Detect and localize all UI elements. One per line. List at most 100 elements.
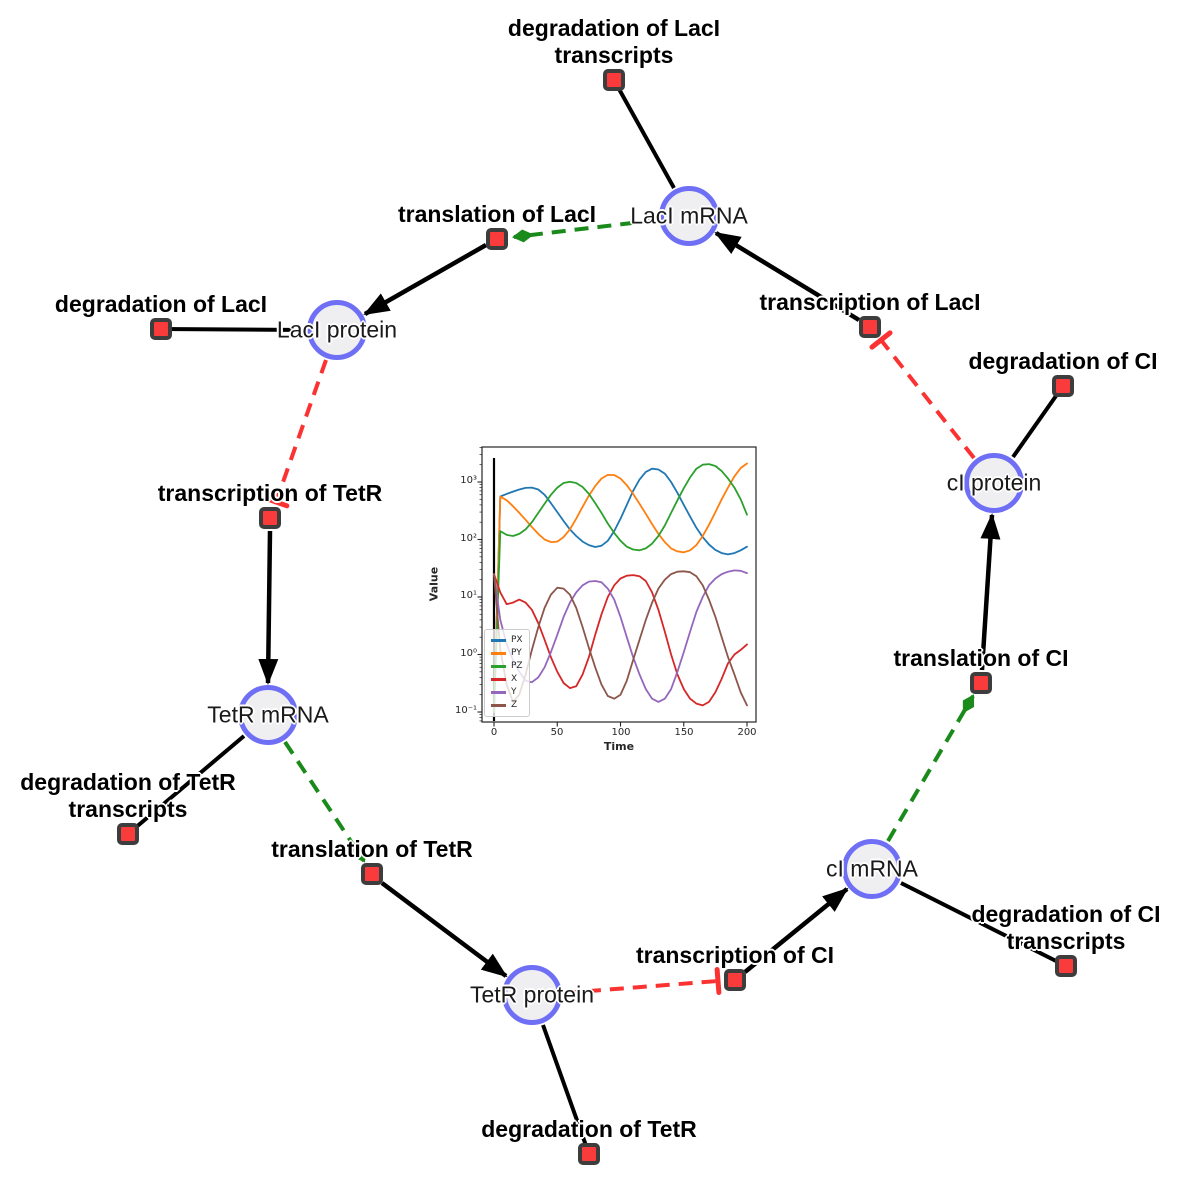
legend-line-swatch — [491, 665, 506, 668]
species-label: TetR protein — [469, 981, 595, 1008]
species-label: TetR mRNA — [207, 701, 329, 728]
legend-label: Z — [511, 700, 518, 710]
reaction-label: transcription of LacI — [759, 288, 981, 315]
edge-ci-mrna-to-degradation-ci-transcripts — [900, 881, 1067, 968]
species-label: cI mRNA — [826, 855, 918, 882]
edge-tetr-mrna-to-translation-tetr — [283, 740, 366, 863]
reaction-label: degradation of CI — [968, 347, 1158, 374]
reaction-node-degradation-laci-transcripts: degradation of LacI transcripts — [508, 15, 720, 91]
legend-item-x: X — [491, 673, 523, 686]
edge-translation-tetr-to-tetr-protein — [380, 881, 508, 978]
chart-series-PX — [493, 467, 748, 713]
edge-transcription-tetr-to-tetr-mrna — [258, 530, 279, 685]
inhibition-edges — [262, 330, 976, 995]
reaction-label: transcription of CI — [635, 941, 835, 968]
x-tick-label: 150 — [674, 727, 694, 738]
y-tick-label: 10³ — [460, 475, 477, 486]
legend-label: X — [511, 674, 518, 684]
inset-chart: 0 50 100 150 200 10⁻¹ 10⁰ 10¹ 10² 10³ Ti… — [425, 438, 770, 768]
edge-tetr-protein-to-degradation-tetr — [541, 1024, 591, 1155]
chart-series-Z — [493, 570, 748, 707]
chart-series-PZ — [493, 463, 748, 713]
reaction-node-degradation-laci: degradation of LacI — [55, 291, 267, 340]
chart-x-axis-label: Time — [603, 740, 635, 753]
species-label: LacI mRNA — [630, 202, 748, 229]
chart-y-axis-label: Value — [427, 566, 441, 602]
reaction-node-degradation-ci: degradation of CI — [968, 348, 1158, 397]
edge-ci-protein-inhibits-transcription-laci — [869, 330, 976, 460]
species-node-laci-mrna: LacI mRNA — [630, 186, 748, 246]
legend-item-y: Y — [491, 686, 523, 699]
chart-series-Y — [493, 569, 748, 703]
reaction-label: degradation of LacI transcripts — [507, 15, 721, 68]
legend-line-swatch — [491, 704, 506, 707]
legend-label: PZ — [511, 661, 523, 671]
chart-curves — [493, 462, 748, 713]
reaction-label: translation of CI — [893, 644, 1069, 671]
reaction-node-translation-laci: translation of LacI — [398, 201, 596, 250]
reaction-node-degradation-ci-transcripts: degradation of CI transcripts — [971, 901, 1161, 977]
chart-legend: PX PY PZ X Y Z — [484, 629, 530, 717]
species-node-laci-protein: LacI protein — [277, 300, 397, 360]
reaction-label: translation of LacI — [397, 200, 597, 227]
edge-transcription-ci-to-ci-mrna — [743, 887, 849, 974]
edge-ci-mrna-to-translation-ci — [886, 694, 975, 843]
edge-translation-laci-to-laci-protein — [363, 243, 488, 316]
x-tick-label: 200 — [737, 727, 757, 738]
species-node-tetr-protein: TetR protein — [470, 965, 594, 1025]
legend-item-pz: PZ — [491, 660, 523, 673]
y-tick-label: 10¹ — [460, 590, 477, 601]
edge-laci-protein-inhibits-transcription-tetr — [262, 359, 328, 509]
legend-line-swatch — [491, 652, 506, 655]
y-tick-label: 10⁰ — [460, 647, 477, 659]
species-node-ci-mrna: cI mRNA — [826, 839, 918, 899]
x-tick-label: 50 — [550, 727, 564, 738]
reaction-node-degradation-tetr-transcripts: degradation of TetR transcripts — [20, 769, 236, 845]
reaction-label: transcription of TetR — [157, 479, 383, 506]
legend-item-py: PY — [491, 647, 523, 660]
legend-line-swatch — [491, 639, 506, 642]
y-tick-label: 10² — [460, 532, 477, 544]
species-label: LacI protein — [276, 316, 398, 343]
reaction-node-translation-ci: translation of CI — [893, 645, 1069, 694]
species-node-tetr-mrna: TetR mRNA — [207, 685, 329, 745]
legend-line-swatch — [491, 691, 506, 694]
reaction-node-transcription-laci: transcription of LacI — [759, 289, 981, 338]
species-node-ci-protein: cI protein — [947, 453, 1041, 513]
chart-series-X — [493, 573, 748, 707]
edge-tetr-mrna-to-degradation-tetr-transcripts — [126, 734, 246, 836]
reaction-label: degradation of CI transcripts — [971, 901, 1161, 954]
edge-transcription-laci-to-laci-mrna — [714, 231, 861, 322]
legend-label: Y — [511, 687, 517, 697]
species-label: cI protein — [946, 469, 1042, 496]
legend-label: PY — [511, 648, 522, 658]
legend-item-px: PX — [491, 634, 523, 647]
y-tick-label: 10⁻¹ — [454, 705, 477, 716]
reaction-label: translation of TetR — [271, 835, 473, 862]
reaction-label: degradation of TetR transcripts — [20, 769, 236, 822]
chart-plot-frame — [481, 446, 757, 723]
edge-tetr-protein-inhibits-transcription-ci — [563, 967, 722, 995]
legend-label: PX — [511, 635, 523, 645]
legend-line-swatch — [491, 678, 506, 681]
edge-translation-ci-to-ci-protein — [979, 513, 1001, 671]
degradation-edges — [126, 79, 1067, 1155]
reaction-label: degradation of TetR — [481, 1115, 697, 1142]
production-edges — [258, 231, 1001, 978]
chart-series-PY — [493, 462, 748, 713]
legend-item-z: Z — [491, 699, 523, 712]
reaction-node-degradation-tetr: degradation of TetR — [481, 1116, 697, 1165]
x-tick-label: 100 — [611, 727, 631, 738]
reaction-node-transcription-ci: transcription of CI — [636, 942, 834, 991]
edge-ci-protein-to-degradation-ci — [1011, 384, 1065, 459]
edge-laci-protein-to-degradation-laci — [160, 327, 306, 332]
x-tick-label: 0 — [490, 727, 498, 738]
reaction-node-translation-tetr: translation of TetR — [271, 836, 473, 885]
edge-laci-mrna-to-degradation-laci-transcripts — [612, 79, 676, 189]
reaction-node-transcription-tetr: transcription of TetR — [158, 480, 382, 529]
edge-laci-mrna-to-translation-laci — [512, 218, 658, 243]
catalysis-edges — [283, 218, 975, 863]
chart-canvas — [477, 446, 757, 727]
